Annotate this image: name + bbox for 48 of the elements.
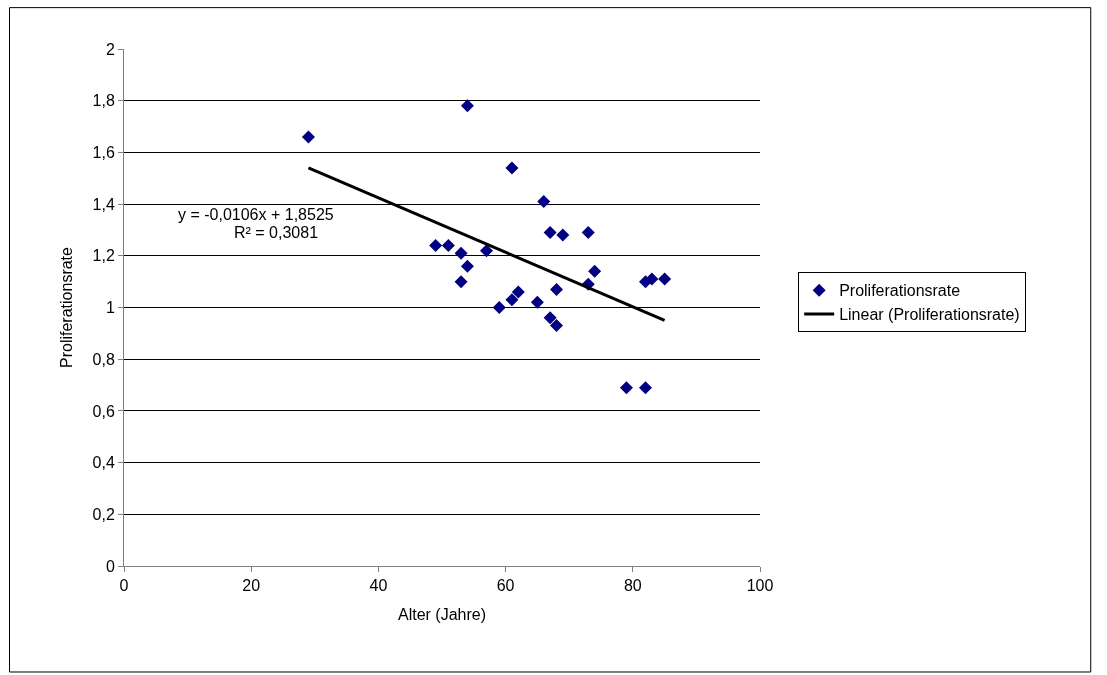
y-tick-label: 0,6 bbox=[92, 402, 115, 420]
x-tick-label: 40 bbox=[369, 577, 388, 595]
point bbox=[454, 246, 468, 260]
point bbox=[429, 238, 443, 252]
x-tick-label: 60 bbox=[496, 577, 515, 595]
y-tick-label: 0,2 bbox=[92, 505, 115, 523]
y-tick-label: 0,8 bbox=[92, 350, 115, 368]
annotation: R² = 0,3081 bbox=[234, 224, 319, 241]
point bbox=[581, 226, 595, 240]
y-axis-title: Proliferationsrate bbox=[58, 246, 76, 368]
legend-label: Proliferationsrate bbox=[839, 282, 961, 300]
point bbox=[645, 272, 659, 286]
point bbox=[549, 319, 563, 333]
point bbox=[543, 226, 557, 240]
point bbox=[454, 275, 468, 289]
y-tick-label: 1,2 bbox=[92, 247, 115, 265]
y-tick-label: 0 bbox=[105, 557, 115, 575]
x-tick-label: 100 bbox=[746, 577, 774, 595]
point bbox=[619, 381, 633, 395]
point bbox=[480, 244, 494, 258]
point bbox=[505, 293, 519, 307]
x-tick-label: 80 bbox=[623, 577, 642, 595]
y-tick-label: 0,4 bbox=[92, 454, 115, 472]
point bbox=[556, 228, 570, 242]
point bbox=[588, 264, 602, 278]
legend-label: Linear (Proliferationsrate) bbox=[839, 306, 1020, 324]
y-tick-label: 1,8 bbox=[92, 92, 115, 110]
point bbox=[511, 285, 525, 299]
point bbox=[543, 311, 557, 325]
y-tick-label: 1,6 bbox=[92, 144, 115, 161]
y-tick-label: 1,4 bbox=[92, 195, 115, 213]
x-tick-label: 0 bbox=[119, 577, 129, 595]
point bbox=[460, 99, 474, 113]
point bbox=[492, 301, 506, 314]
point bbox=[658, 272, 672, 286]
annotation: y = -0,0106x + 1,8525 bbox=[178, 206, 334, 223]
point bbox=[505, 161, 519, 175]
point bbox=[530, 295, 544, 309]
x-tick-label: 20 bbox=[242, 577, 261, 595]
point bbox=[549, 282, 563, 296]
x-axis-title: Alter (Jahre) bbox=[397, 605, 487, 623]
point bbox=[441, 238, 455, 252]
y-tick-label: 2 bbox=[105, 40, 115, 58]
point bbox=[639, 381, 653, 395]
point bbox=[460, 259, 474, 273]
point bbox=[301, 130, 315, 144]
y-tick-label: 1 bbox=[105, 299, 115, 317]
point bbox=[537, 195, 551, 209]
